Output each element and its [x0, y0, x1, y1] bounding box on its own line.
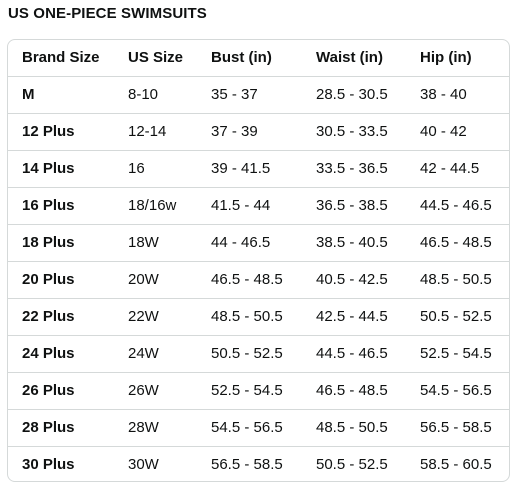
- cell-brand-size: M: [8, 75, 114, 113]
- cell-hip: 44.5 - 46.5: [406, 186, 509, 224]
- page-title: US ONE-PIECE SWIMSUITS: [8, 5, 207, 22]
- table-row: 26 Plus 26W 52.5 - 54.5 46.5 - 48.5 54.5 - 5…: [8, 371, 509, 409]
- cell-us-size: 18W: [114, 223, 197, 261]
- cell-hip: 48.5 - 50.5: [406, 260, 509, 298]
- header-hip: Hip (in): [420, 49, 472, 67]
- cell-brand-size: 18 Plus: [8, 223, 114, 261]
- cell-waist: 36.5 - 38.5: [302, 186, 406, 224]
- cell-us-size: 28W: [114, 408, 197, 446]
- cell-brand-size: 28 Plus: [8, 408, 114, 446]
- cell-hip: 40 - 42: [406, 112, 509, 150]
- cell-waist: 44.5 - 46.5: [302, 334, 406, 372]
- cell-hip: 58.5 - 60.5: [406, 445, 509, 481]
- cell-brand-size: 12 Plus: [8, 112, 114, 150]
- cell-waist: 50.5 - 52.5: [302, 445, 406, 481]
- cell-hip: 46.5 - 48.5: [406, 223, 509, 261]
- cell-waist: 28.5 - 30.5: [302, 75, 406, 113]
- cell-brand-size: 24 Plus: [8, 334, 114, 372]
- cell-waist: 30.5 - 33.5: [302, 112, 406, 150]
- header-us-size: US Size: [128, 49, 184, 67]
- table-row: M 8-10 35 - 37 28.5 - 30.5 38 - 40: [8, 75, 509, 113]
- cell-waist: 38.5 - 40.5: [302, 223, 406, 261]
- cell-brand-size: 22 Plus: [8, 297, 114, 335]
- cell-us-size: 22W: [114, 297, 197, 335]
- cell-brand-size: 20 Plus: [8, 260, 114, 298]
- cell-bust: 44 - 46.5: [197, 223, 302, 261]
- cell-bust: 46.5 - 48.5: [197, 260, 302, 298]
- table-row: 18 Plus 18W 44 - 46.5 38.5 - 40.5 46.5 - 48.…: [8, 223, 509, 261]
- cell-waist: 48.5 - 50.5: [302, 408, 406, 446]
- cell-bust: 56.5 - 58.5: [197, 445, 302, 481]
- size-chart-table: Brand Size US Size Bust (in) Waist (in) …: [8, 40, 509, 481]
- table-header-row: Brand Size US Size Bust (in) Waist (in) …: [8, 40, 509, 76]
- table-row: 20 Plus 20W 46.5 - 48.5 40.5 - 42.5 48.5 - 5…: [8, 260, 509, 298]
- cell-hip: 54.5 - 56.5: [406, 371, 509, 409]
- cell-waist: 40.5 - 42.5: [302, 260, 406, 298]
- cell-hip: 38 - 40: [406, 75, 509, 113]
- cell-waist: 33.5 - 36.5: [302, 149, 406, 187]
- cell-bust: 41.5 - 44: [197, 186, 302, 224]
- cell-us-size: 24W: [114, 334, 197, 372]
- cell-hip: 50.5 - 52.5: [406, 297, 509, 335]
- cell-bust: 37 - 39: [197, 112, 302, 150]
- size-chart-table-container: Brand Size US Size Bust (in) Waist (in) …: [7, 39, 510, 482]
- cell-us-size: 20W: [114, 260, 197, 298]
- cell-bust: 35 - 37: [197, 75, 302, 113]
- cell-bust: 52.5 - 54.5: [197, 371, 302, 409]
- cell-waist: 42.5 - 44.5: [302, 297, 406, 335]
- cell-us-size: 16: [114, 149, 197, 187]
- cell-brand-size: 26 Plus: [8, 371, 114, 409]
- header-waist: Waist (in): [316, 49, 383, 67]
- cell-bust: 48.5 - 50.5: [197, 297, 302, 335]
- cell-bust: 50.5 - 52.5: [197, 334, 302, 372]
- cell-brand-size: 14 Plus: [8, 149, 114, 187]
- table-row: 22 Plus 22W 48.5 - 50.5 42.5 - 44.5 50.5 - 5…: [8, 297, 509, 335]
- header-bust: Bust (in): [211, 49, 272, 67]
- cell-us-size: 26W: [114, 371, 197, 409]
- cell-hip: 42 - 44.5: [406, 149, 509, 187]
- table-row: 30 Plus 30W 56.5 - 58.5 50.5 - 52.5 58.5 - 6…: [8, 445, 509, 481]
- cell-us-size: 18/16w: [114, 186, 197, 224]
- table-row: 12 Plus 12-14 37 - 39 30.5 - 33.5 40 - 42: [8, 112, 509, 150]
- cell-hip: 56.5 - 58.5: [406, 408, 509, 446]
- table-row: 28 Plus 28W 54.5 - 56.5 48.5 - 50.5 56.5 - 5…: [8, 408, 509, 446]
- cell-bust: 39 - 41.5: [197, 149, 302, 187]
- cell-hip: 52.5 - 54.5: [406, 334, 509, 372]
- table-row: 16 Plus 18/16w 41.5 - 44 36.5 - 38.5 44.5 - …: [8, 186, 509, 224]
- cell-us-size: 8-10: [114, 75, 197, 113]
- cell-bust: 54.5 - 56.5: [197, 408, 302, 446]
- cell-brand-size: 16 Plus: [8, 186, 114, 224]
- cell-us-size: 30W: [114, 445, 197, 481]
- table-row: 24 Plus 24W 50.5 - 52.5 44.5 - 46.5 52.5 - 5…: [8, 334, 509, 372]
- cell-brand-size: 30 Plus: [8, 445, 114, 481]
- cell-us-size: 12-14: [114, 112, 197, 150]
- cell-waist: 46.5 - 48.5: [302, 371, 406, 409]
- header-brand-size: Brand Size: [22, 49, 100, 67]
- table-row: 14 Plus 16 39 - 41.5 33.5 - 36.5 42 - 44.5: [8, 149, 509, 187]
